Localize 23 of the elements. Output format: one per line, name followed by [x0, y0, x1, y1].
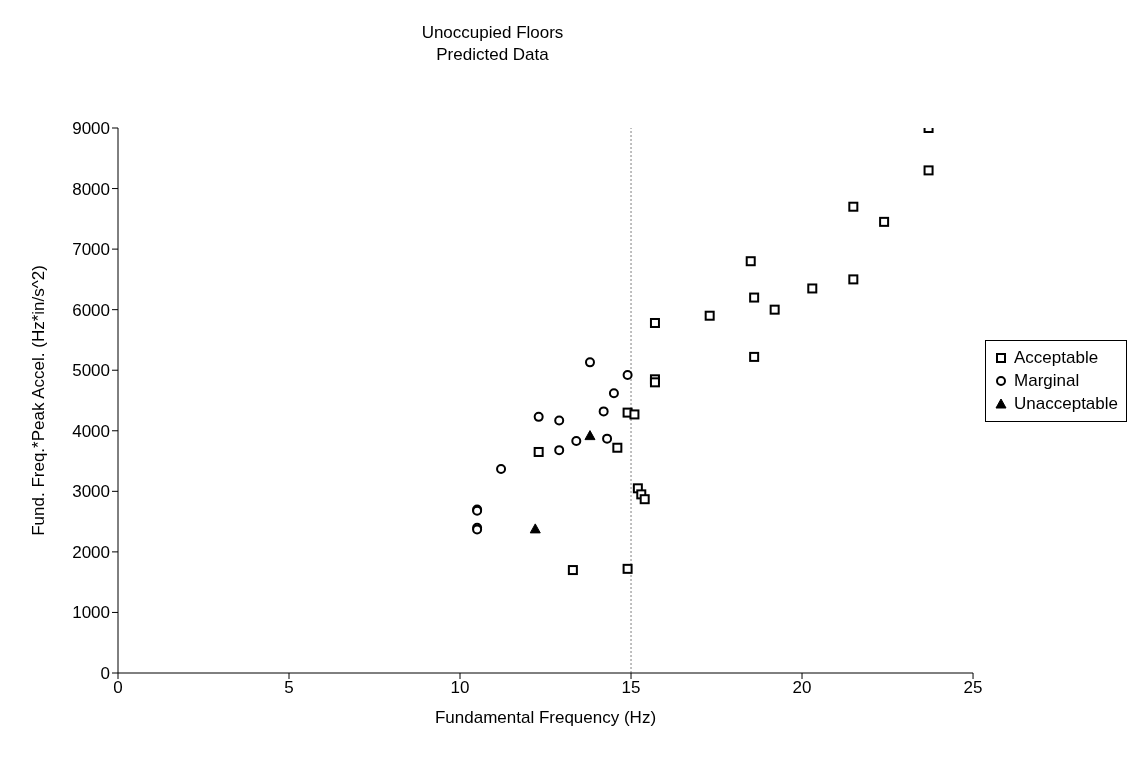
x-axis-title: Fundamental Frequency (Hz) — [434, 708, 657, 727]
y-tick-label: 1000 — [72, 603, 110, 623]
chart-subtitle: Predicted Data — [435, 44, 550, 66]
y-tick-label: 3000 — [72, 482, 110, 502]
x-tick-label: 25 — [963, 678, 983, 698]
x-tick-label: 0 — [113, 678, 123, 698]
y-tick-label: 7000 — [72, 240, 110, 260]
y-tick-label: 9000 — [72, 119, 110, 139]
y-tick-label: 5000 — [72, 361, 110, 381]
x-tick-label: 20 — [792, 678, 812, 698]
y-tick-label: 6000 — [72, 300, 110, 320]
legend-label: Acceptable — [1014, 347, 1099, 368]
y-tick-label: 2000 — [72, 542, 110, 562]
chart-title: Unoccupied Floors — [420, 22, 565, 44]
y-tick-label: 8000 — [72, 179, 110, 199]
y-tick-label: 0 — [100, 664, 110, 684]
y-tick-label: 4000 — [72, 421, 110, 441]
legend-label: Unacceptable — [1014, 393, 1118, 414]
y-axis-title: Fund. Freq.*Peak Accel. (Hz*in/s^2) — [29, 265, 49, 536]
x-tick-label: 15 — [621, 678, 641, 698]
x-tick-label: 5 — [284, 678, 294, 698]
legend-label: Marginal — [1014, 370, 1080, 391]
x-tick-label: 10 — [450, 678, 470, 698]
